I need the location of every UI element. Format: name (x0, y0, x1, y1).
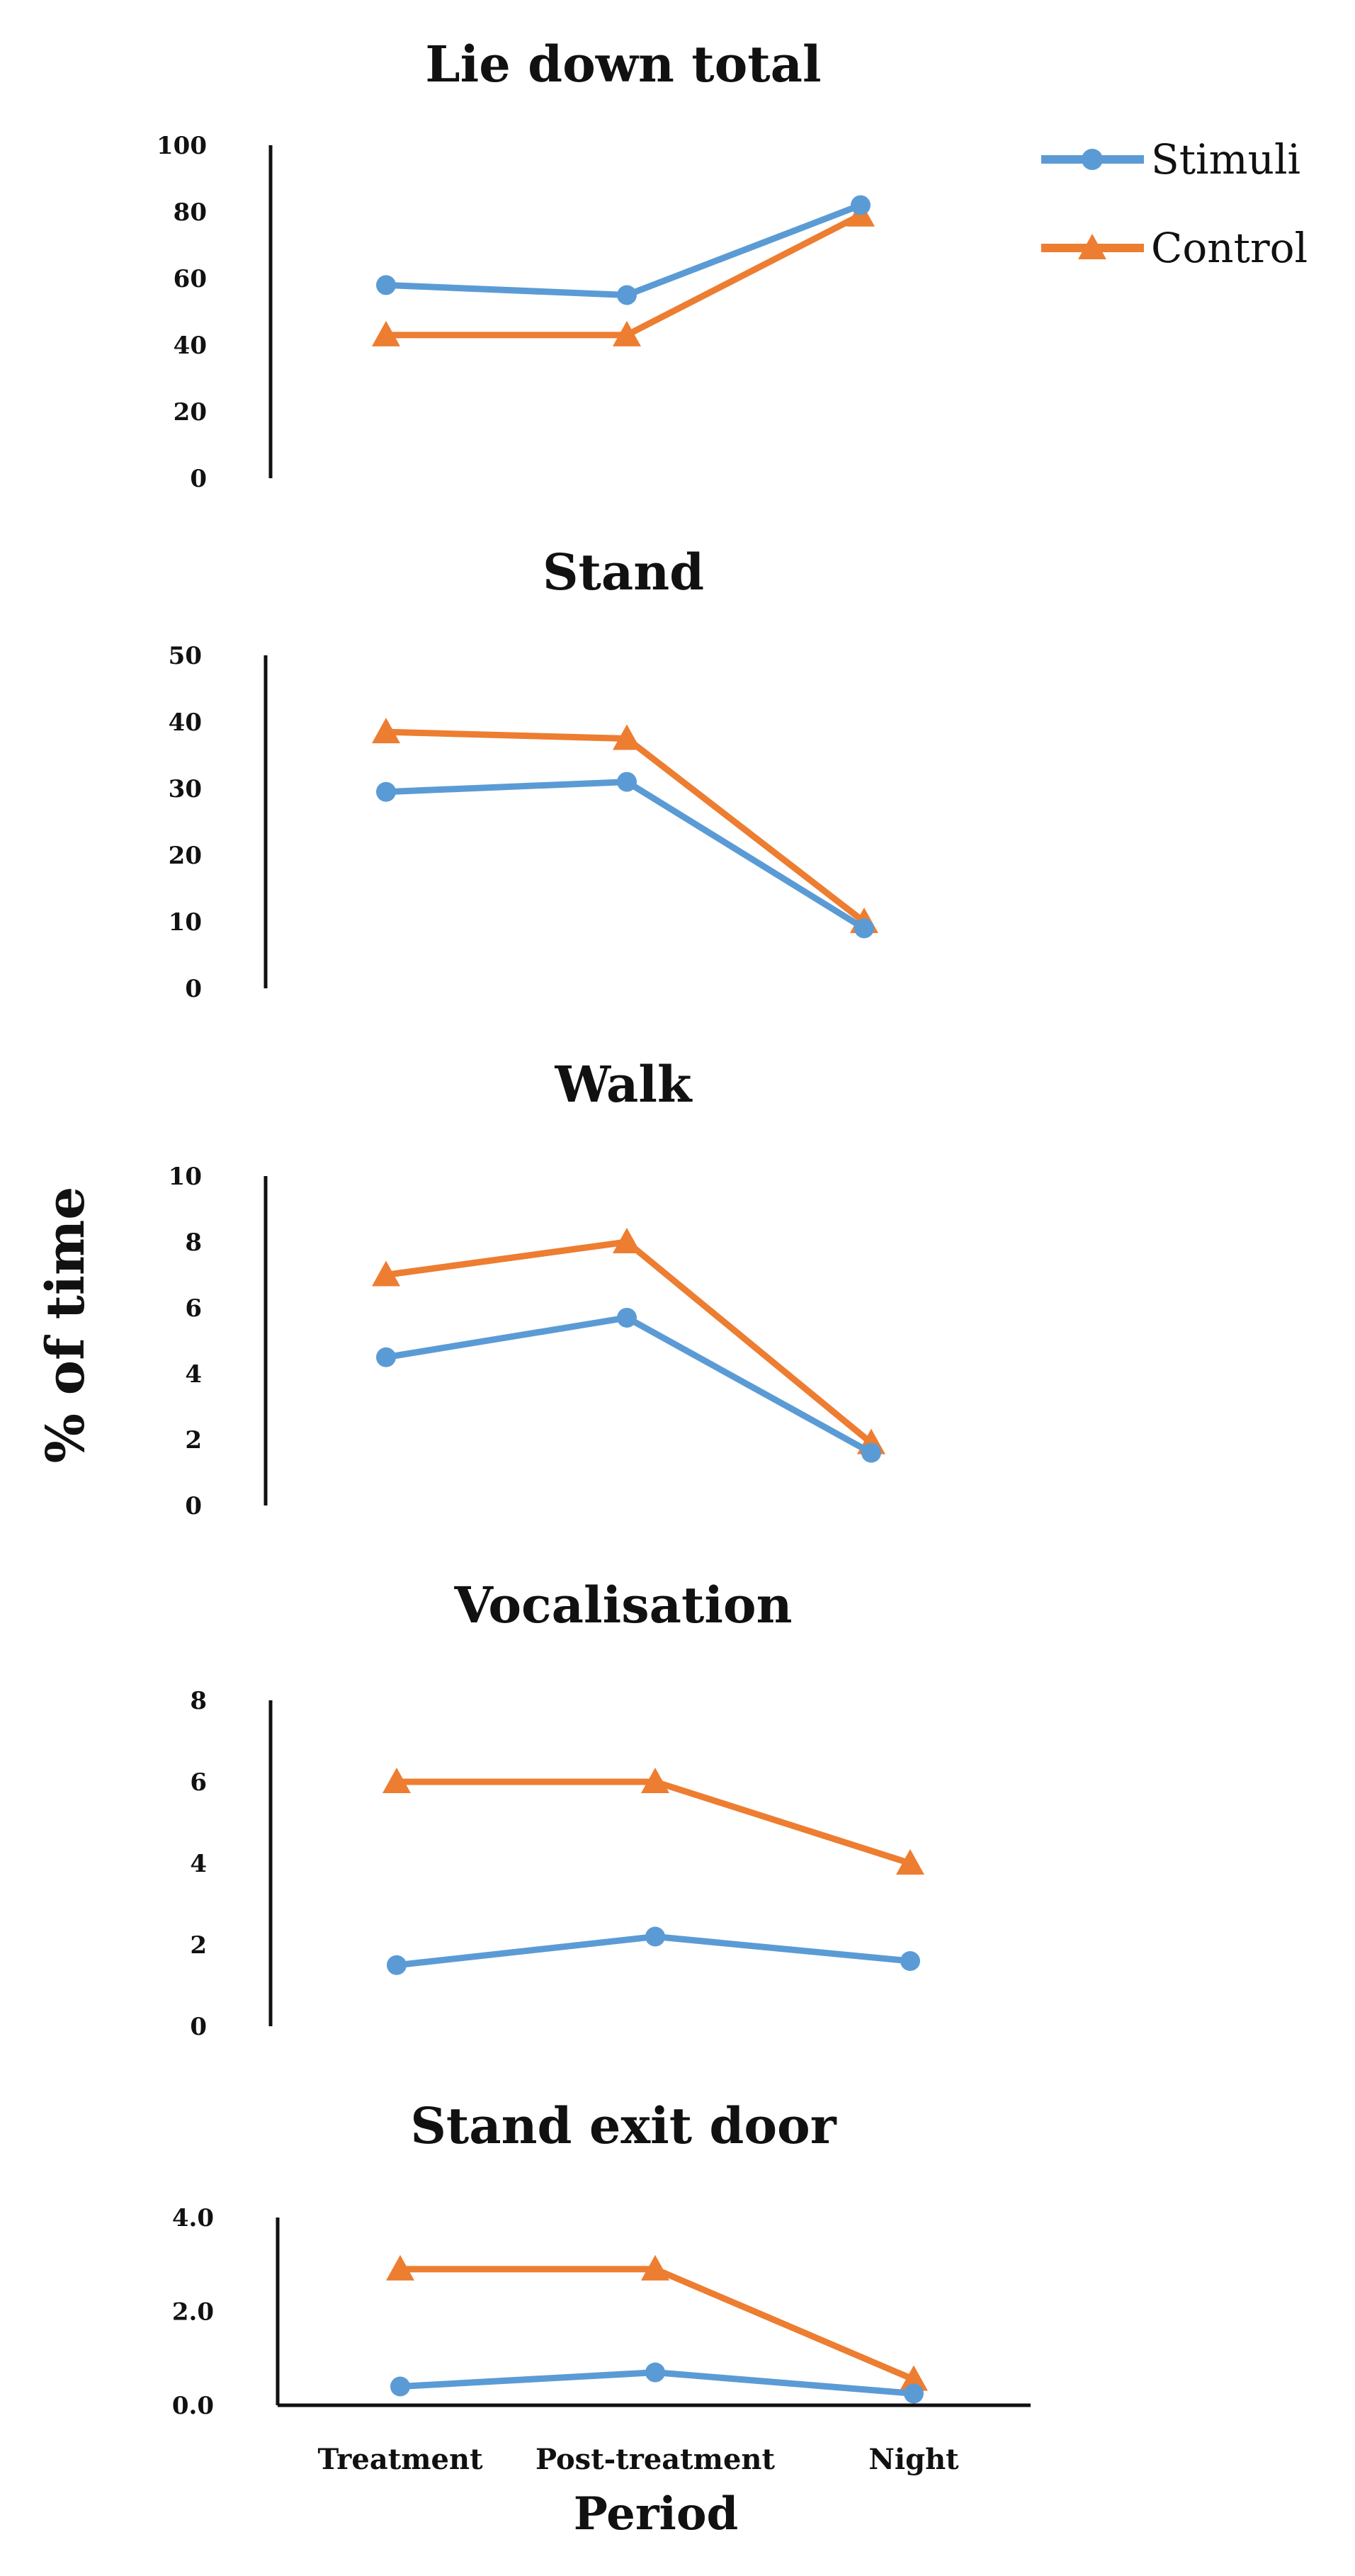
y-tick-label: 2 (190, 1931, 207, 1960)
series-control (382, 1768, 924, 1875)
y-tick-label: 0 (190, 2013, 207, 2041)
chart-panel: Vocalisation 0 2 4 6 8 (190, 1576, 924, 2041)
series-control (386, 2254, 928, 2391)
y-tick-label: 20 (169, 842, 202, 870)
y-tick-label: 0 (185, 1492, 202, 1520)
data-point (372, 1260, 400, 1287)
y-tick-label: 0 (185, 975, 202, 1003)
y-tick-label: 8 (185, 1228, 202, 1257)
x-tick-label: Post-treatment (535, 2443, 776, 2476)
data-point (641, 2254, 669, 2281)
data-point (617, 772, 637, 792)
panel-title: Lie down total (425, 35, 821, 94)
data-point (851, 195, 871, 215)
legend-marker (1082, 149, 1103, 170)
panel-title: Vocalisation (453, 1576, 792, 1634)
data-point (613, 1228, 641, 1253)
y-tick-label: 50 (169, 642, 202, 670)
data-point (390, 2376, 410, 2397)
series-stimuli (387, 1926, 920, 1975)
data-point (645, 2362, 665, 2383)
data-point (387, 1955, 407, 1975)
y-tick-label: 10 (169, 908, 202, 937)
data-point (645, 1926, 665, 1947)
data-point (900, 2365, 928, 2391)
series-stimuli (376, 195, 871, 305)
data-point (854, 918, 874, 939)
chart-panel: Stand 0 10 20 30 40 50 (169, 543, 878, 1003)
y-tick-label: 4.0 (172, 2204, 214, 2232)
x-tick-label: Treatment (317, 2443, 483, 2476)
y-axis-label: % of time (35, 1187, 96, 1464)
panel-title: Walk (555, 1055, 693, 1114)
series-line-control (385, 728, 866, 925)
y-tick-label: 80 (174, 198, 207, 227)
series-line-stimuli (385, 779, 866, 932)
y-tick-label: 4 (185, 1360, 202, 1389)
y-tick-label: 30 (169, 775, 202, 803)
data-point (904, 2383, 924, 2404)
data-point (372, 718, 400, 744)
x-axis-label: Period (574, 2487, 739, 2541)
data-point (613, 724, 641, 750)
data-point (613, 320, 641, 346)
legend: Stimuli Control (1041, 135, 1308, 272)
data-point (896, 1849, 924, 1875)
data-point (372, 320, 400, 346)
chart-panels: Lie down total020406080100Stand010203040… (157, 35, 1031, 2476)
y-tick-label: 10 (169, 1163, 202, 1191)
y-tick-label: 4 (190, 1850, 207, 1878)
data-point (617, 285, 637, 305)
chart-panel: Lie down total 0 20 40 60 80 100 (157, 35, 875, 493)
panel-title: Stand (543, 543, 704, 601)
legend-item-stimuli: Stimuli (1041, 135, 1300, 183)
y-tick-label: 6 (190, 1768, 207, 1797)
x-tick-label: Night (868, 2443, 959, 2476)
y-tick-label: 20 (174, 398, 207, 426)
data-point (861, 1442, 881, 1463)
y-tick-label: 0.0 (172, 2392, 214, 2420)
panel-title: Stand exit door (410, 2096, 837, 2155)
y-tick-label: 60 (174, 265, 207, 293)
y-tick-label: 40 (169, 708, 202, 737)
data-point (900, 1951, 920, 1971)
legend-label: Control (1151, 224, 1308, 272)
legend-item-control: Control (1041, 224, 1308, 272)
legend-marker (1078, 234, 1106, 259)
y-tick-label: 8 (190, 1687, 207, 1715)
y-tick-label: 2 (185, 1426, 202, 1454)
chart-panel: Walk 0 2 4 6 8 10 (169, 1055, 885, 1520)
data-point (386, 2254, 414, 2281)
data-point (382, 1768, 411, 1793)
y-tick-label: 100 (157, 132, 207, 160)
series-stimuli (376, 772, 874, 939)
chart-panel: Stand exit door 0.0 2.0 4.0 Treatment Post-tr… (172, 2096, 1031, 2476)
series-control (372, 718, 878, 933)
data-point (641, 1768, 669, 1793)
data-point (617, 1307, 637, 1328)
y-tick-label: 40 (174, 332, 207, 360)
y-tick-label: 6 (185, 1294, 202, 1323)
data-point (376, 1347, 396, 1367)
series-control (372, 200, 875, 346)
series-stimuli (376, 1307, 881, 1463)
y-tick-label: 0 (190, 465, 207, 493)
legend-label: Stimuli (1151, 135, 1300, 183)
series-stimuli (390, 2362, 924, 2404)
y-tick-label: 2.0 (172, 2298, 214, 2327)
data-point (376, 275, 396, 295)
series-line-control (397, 1778, 912, 1867)
data-point (376, 781, 396, 802)
